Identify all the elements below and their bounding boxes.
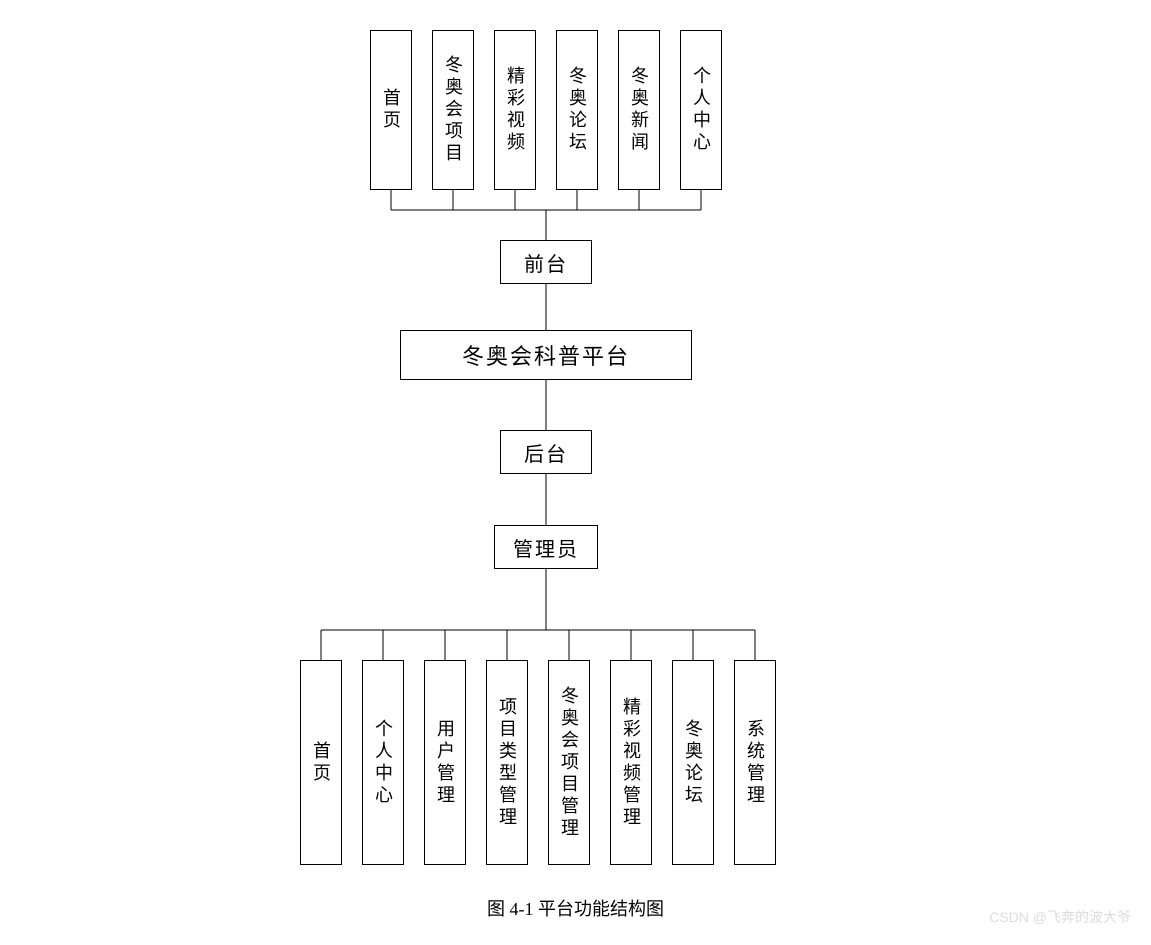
diagram-canvas: 首页 冬奥会项目 精彩视频 冬奥论坛 冬奥新闻 个人中心 前台 冬奥会科普平台 …	[0, 0, 1151, 945]
watermark-text: CSDN @飞奔的波大爷	[989, 909, 1131, 925]
node-admin: 管理员	[494, 525, 598, 569]
node-label: 精彩视频	[502, 66, 528, 154]
node-label: 冬奥论坛	[680, 719, 706, 807]
node-label: 后台	[524, 438, 568, 467]
node-label: 前台	[524, 248, 568, 277]
top-node-profile: 个人中心	[680, 30, 722, 190]
node-label: 精彩视频管理	[618, 697, 644, 829]
bottom-node-project-mgmt: 冬奥会项目管理	[548, 660, 590, 865]
node-label: 系统管理	[742, 719, 768, 807]
figure-caption: 图 4-1 平台功能结构图	[0, 895, 1151, 921]
bottom-node-system-mgmt: 系统管理	[734, 660, 776, 865]
node-label: 冬奥新闻	[626, 66, 652, 154]
bottom-node-forum: 冬奥论坛	[672, 660, 714, 865]
bottom-node-home: 首页	[300, 660, 342, 865]
node-label: 冬奥会项目	[440, 55, 466, 165]
top-node-home: 首页	[370, 30, 412, 190]
top-node-news: 冬奥新闻	[618, 30, 660, 190]
bottom-node-user-mgmt: 用户管理	[424, 660, 466, 865]
node-label: 管理员	[513, 533, 579, 562]
caption-text: 图 4-1 平台功能结构图	[487, 899, 664, 919]
top-node-videos: 精彩视频	[494, 30, 536, 190]
node-label: 冬奥论坛	[564, 66, 590, 154]
node-label: 冬奥会科普平台	[462, 339, 630, 371]
bottom-node-video-mgmt: 精彩视频管理	[610, 660, 652, 865]
node-label: 冬奥会项目管理	[556, 686, 582, 840]
bottom-node-category-mgmt: 项目类型管理	[486, 660, 528, 865]
top-node-forum: 冬奥论坛	[556, 30, 598, 190]
node-frontend: 前台	[500, 240, 592, 284]
bottom-node-profile: 个人中心	[362, 660, 404, 865]
node-label: 个人中心	[370, 719, 396, 807]
watermark: CSDN @飞奔的波大爷	[989, 907, 1131, 927]
top-node-projects: 冬奥会项目	[432, 30, 474, 190]
node-platform: 冬奥会科普平台	[400, 330, 692, 380]
node-label: 项目类型管理	[494, 697, 520, 829]
node-label: 首页	[378, 88, 404, 132]
node-label: 个人中心	[688, 66, 714, 154]
node-backend: 后台	[500, 430, 592, 474]
node-label: 用户管理	[432, 719, 458, 807]
node-label: 首页	[308, 741, 334, 785]
